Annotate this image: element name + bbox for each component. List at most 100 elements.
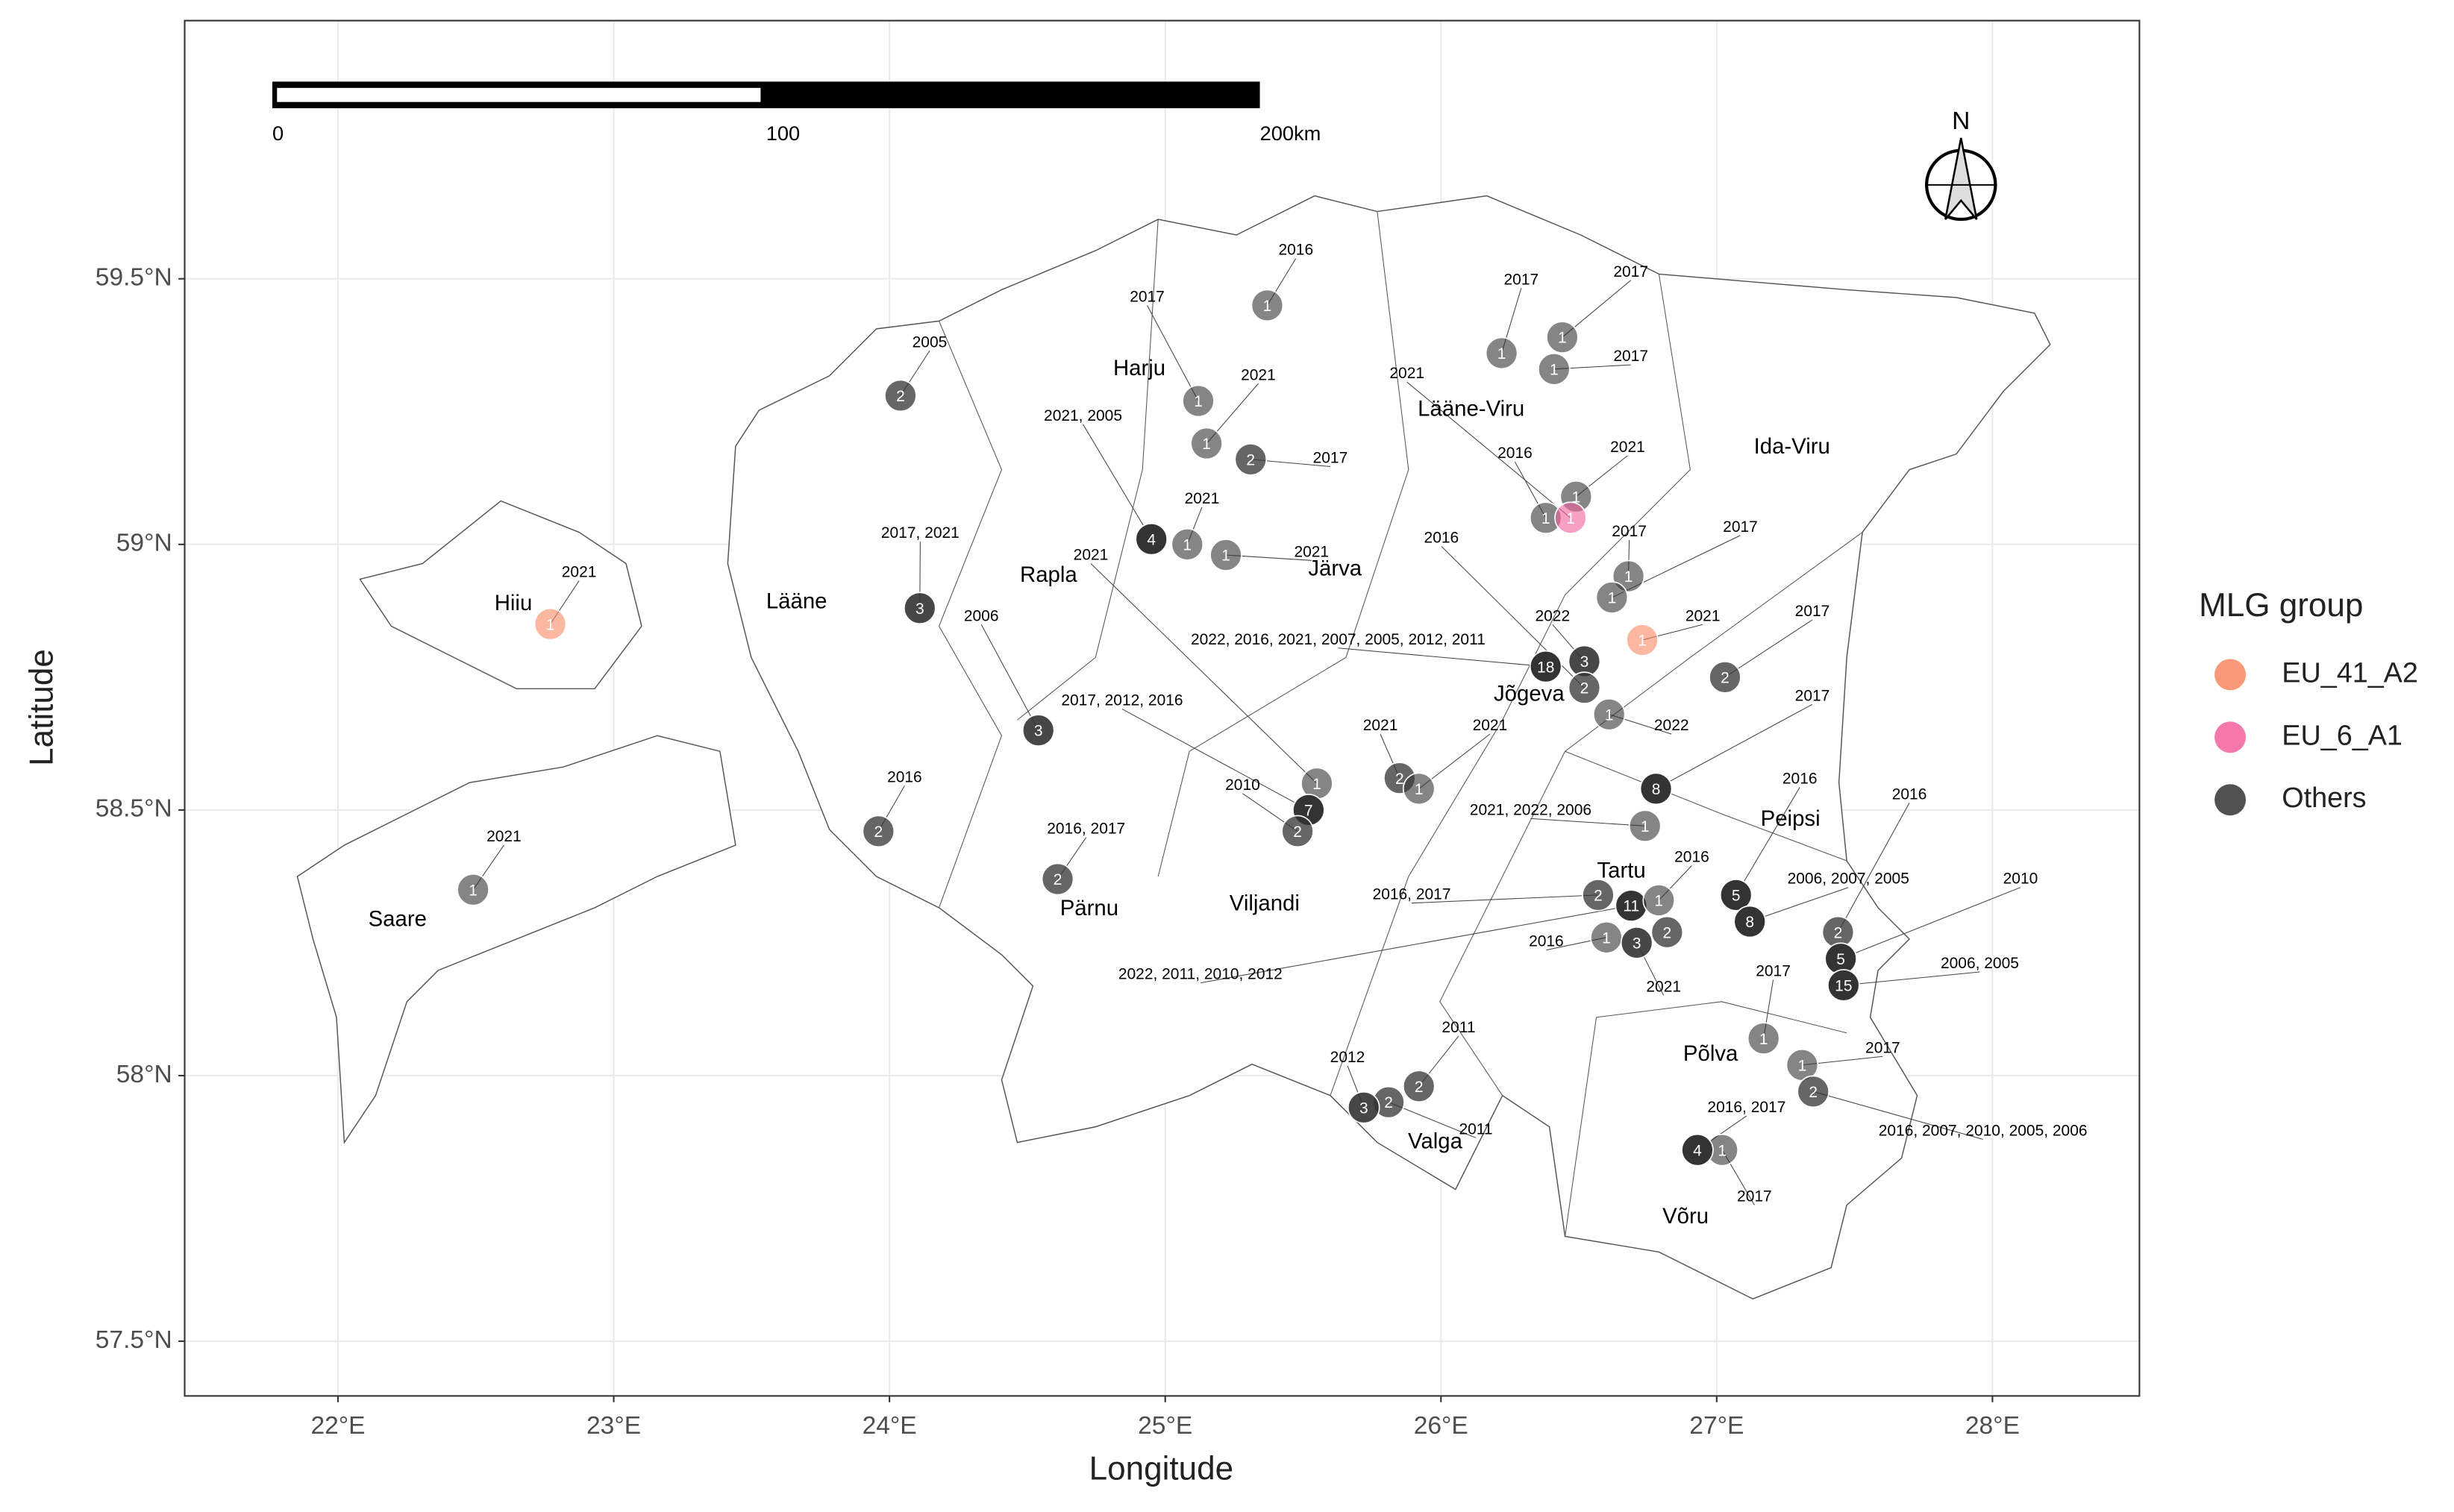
north-arrow: N: [1925, 107, 1997, 222]
legend-title: MLG group: [2199, 587, 2363, 624]
point: [533, 607, 567, 641]
leader-line: [1840, 887, 2021, 959]
x-tick-label: 26°E: [1414, 1412, 1468, 1440]
point-count: 2: [1415, 1079, 1424, 1096]
point-count: 1: [1221, 548, 1230, 565]
y-tick-label: 57.5°N: [96, 1326, 172, 1354]
point: [1402, 1070, 1436, 1103]
point: [1554, 501, 1587, 535]
year-label: 2017, 2012, 2016: [1061, 692, 1183, 709]
year-label: 2011: [1459, 1120, 1492, 1138]
scale-bar: [272, 81, 1260, 109]
point: [1719, 879, 1753, 912]
point-count: 1: [1608, 590, 1617, 607]
region-label: Harju: [1113, 356, 1165, 380]
point-count: 1: [546, 616, 555, 633]
point: [862, 815, 895, 848]
point-count: 2: [1580, 680, 1589, 697]
region-label: Viljandi: [1230, 891, 1300, 916]
year-label: 2021: [1389, 365, 1424, 382]
year-label: 2016: [1674, 848, 1709, 865]
saaremaa-outline: [296, 735, 736, 1144]
legend-label: Others: [2282, 782, 2366, 813]
point: [1281, 815, 1314, 848]
point-count: 2: [1384, 1094, 1393, 1111]
year-label: 2017: [1795, 603, 1830, 620]
point-count: 1: [1759, 1031, 1768, 1048]
point: [1733, 905, 1767, 938]
point-count: 4: [1147, 531, 1156, 548]
region-label: Peipsi: [1761, 806, 1821, 831]
year-label: 2021: [1685, 607, 1721, 624]
point: [1568, 671, 1601, 704]
point: [1681, 1133, 1714, 1167]
point-count: 18: [1537, 659, 1554, 676]
point: [457, 873, 489, 906]
point-count: 2: [1594, 887, 1603, 904]
north-arrow-needle: [1944, 137, 1978, 220]
year-label: 2022: [1535, 607, 1570, 624]
point-count: 3: [1580, 653, 1589, 671]
region-label: Ida-Viru: [1754, 434, 1830, 459]
point-count: 1: [1541, 510, 1550, 527]
year-label: 2021: [1074, 547, 1109, 564]
year-label: 2022: [1654, 717, 1689, 734]
year-label: 2016: [1424, 529, 1459, 546]
leader-line: [1200, 905, 1632, 984]
point-count: 5: [1836, 951, 1845, 968]
region-label: Järva: [1308, 556, 1362, 581]
point: [1628, 809, 1662, 843]
leader-line: [1843, 971, 1980, 986]
year-label: 2017: [1737, 1188, 1772, 1205]
point-count: 1: [1202, 436, 1211, 453]
point-count: 1: [1602, 929, 1611, 947]
marks: 2021 2021 2005 2017, 2021 2016 2006 2016, 2017…: [457, 242, 2088, 1205]
point: [1642, 884, 1676, 917]
x-tick-label: 22°E: [310, 1412, 365, 1440]
year-label: 2017: [1313, 450, 1348, 467]
point: [1709, 661, 1741, 694]
mainland-outline: [727, 195, 2051, 1300]
region-label: Lääne: [766, 589, 827, 614]
point-count: 7: [1304, 803, 1313, 820]
point-count: 4: [1693, 1142, 1702, 1159]
point-count: 8: [1745, 914, 1754, 931]
point: [1402, 772, 1436, 806]
point: [1639, 772, 1673, 806]
leader-line: [1656, 703, 1813, 789]
year-label: 2012: [1330, 1049, 1365, 1066]
point-count: 8: [1652, 781, 1661, 798]
y-tick-label: 59°N: [116, 530, 172, 557]
year-label: 2016: [1497, 445, 1533, 462]
year-label: 2011: [1442, 1019, 1475, 1036]
point: [1209, 539, 1242, 571]
y-axis-title: Latitude: [23, 649, 60, 766]
leader-line: [1750, 887, 1849, 922]
region-label: Valga: [1408, 1129, 1463, 1153]
year-label: 2021, 2005: [1044, 407, 1122, 424]
point-count: 1: [1572, 489, 1581, 506]
leader-line: [1837, 803, 1910, 932]
year-label: 2021: [1473, 717, 1508, 734]
north-label: N: [1952, 107, 1970, 135]
point-count: 2: [1809, 1084, 1818, 1101]
year-label: 2017: [1723, 518, 1758, 536]
year-label: 2016: [1529, 933, 1564, 950]
point-count: 2: [1054, 871, 1062, 888]
point: [1626, 624, 1659, 656]
year-label: 2016: [887, 768, 922, 785]
point: [1041, 862, 1074, 896]
leader-line: [1083, 424, 1152, 539]
point: [1171, 528, 1204, 561]
x-tick-label: 25°E: [1138, 1412, 1192, 1440]
point: [1620, 926, 1653, 959]
point-count: 1: [1415, 781, 1424, 798]
scale-bar-label: 100: [766, 122, 800, 145]
year-label: 2010: [2003, 871, 2038, 888]
leader-line: [1813, 1091, 1983, 1140]
point-count: 1: [1550, 361, 1559, 378]
point-count: 2: [1246, 452, 1255, 469]
year-label: 2017: [1865, 1039, 1900, 1056]
year-label: 2017, 2021: [881, 524, 960, 542]
